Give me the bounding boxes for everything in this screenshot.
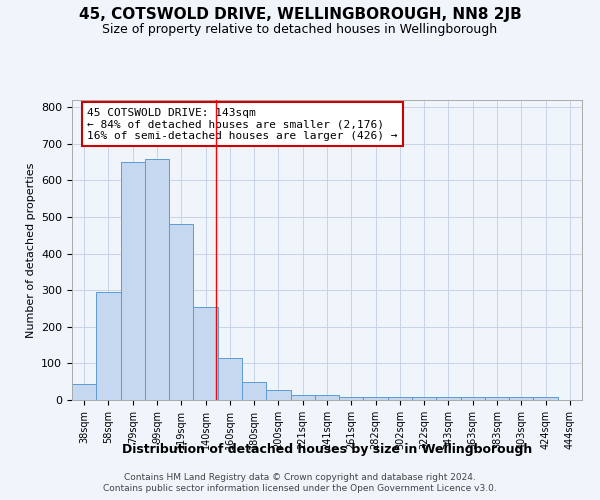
Bar (72, 384, 96, 400)
Bar (364, 397, 388, 400)
Bar (266, 390, 290, 400)
Bar (193, 306, 218, 400)
Bar (509, 397, 533, 400)
Bar (145, 158, 169, 400)
Bar (315, 394, 339, 400)
Bar (388, 397, 412, 400)
Bar (436, 397, 461, 400)
Bar (533, 397, 558, 400)
Bar (412, 397, 436, 400)
Bar (96, 292, 121, 400)
Text: Contains HM Land Registry data © Crown copyright and database right 2024.: Contains HM Land Registry data © Crown c… (124, 472, 476, 482)
Text: 45, COTSWOLD DRIVE, WELLINGBOROUGH, NN8 2JB: 45, COTSWOLD DRIVE, WELLINGBOROUGH, NN8 … (79, 8, 521, 22)
Text: Distribution of detached houses by size in Wellingborough: Distribution of detached houses by size … (122, 442, 532, 456)
Text: 45 COTSWOLD DRIVE: 143sqm
← 84% of detached houses are smaller (2,176)
16% of se: 45 COTSWOLD DRIVE: 143sqm ← 84% of detac… (88, 108, 398, 140)
Bar (339, 397, 364, 400)
Bar (169, 224, 193, 400)
Bar (242, 382, 266, 400)
Bar (121, 162, 145, 400)
Y-axis label: Number of detached properties: Number of detached properties (26, 162, 35, 338)
Bar (461, 397, 485, 400)
Bar (485, 397, 509, 400)
Text: Contains public sector information licensed under the Open Government Licence v3: Contains public sector information licen… (103, 484, 497, 493)
Bar (290, 394, 315, 400)
Text: Size of property relative to detached houses in Wellingborough: Size of property relative to detached ho… (103, 22, 497, 36)
Bar (218, 358, 242, 400)
